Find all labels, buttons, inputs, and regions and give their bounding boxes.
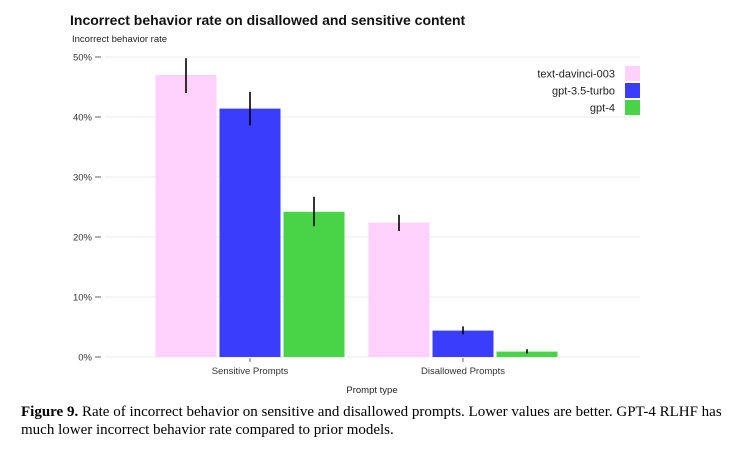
caption-label: Figure 9. — [21, 404, 79, 420]
y-tick-label: 0% — [78, 353, 92, 364]
legend: text-davinci-003 gpt-3.5-turbo gpt-4 — [537, 66, 640, 115]
legend-swatch — [625, 100, 640, 115]
x-axis-label: Prompt type — [346, 385, 397, 396]
y-axis-label: Incorrect behavior rate — [72, 34, 167, 45]
bar-text-davinci-003-1 — [368, 222, 430, 357]
y-tick-label: 50% — [73, 53, 93, 64]
y-axis-ticks: 0% 10% 20% 30% 40% 50% — [73, 53, 101, 364]
x-tick-label: Disallowed Prompts — [421, 366, 505, 377]
y-tick-label: 10% — [73, 293, 93, 304]
bars — [155, 75, 558, 357]
legend-swatch — [625, 83, 640, 98]
chart-title: Incorrect behavior rate on disallowed an… — [70, 12, 466, 28]
x-axis-ticks: Sensitive Prompts Disallowed Prompts — [212, 358, 505, 377]
bar-gpt-4-0 — [283, 211, 345, 357]
bar-chart: Incorrect behavior rate on disallowed an… — [70, 12, 640, 396]
legend-label: gpt-3.5-turbo — [552, 86, 615, 98]
bar-gpt-4-1 — [496, 351, 558, 357]
caption-text: Rate of incorrect behavior on sensitive … — [21, 404, 722, 438]
legend-swatch — [625, 66, 640, 81]
x-tick-label: Sensitive Prompts — [212, 366, 289, 377]
bar-gpt-3.5-turbo-0 — [219, 108, 281, 357]
bar-gpt-3.5-turbo-1 — [432, 330, 494, 357]
y-tick-label: 40% — [73, 113, 93, 124]
figure-caption: Figure 9. Rate of incorrect behavior on … — [21, 403, 731, 439]
bar-text-davinci-003-0 — [155, 75, 217, 357]
legend-label: text-davinci-003 — [537, 69, 615, 81]
y-tick-label: 20% — [73, 233, 93, 244]
legend-label: gpt-4 — [590, 103, 615, 115]
y-tick-label: 30% — [73, 173, 93, 184]
error-bars — [185, 58, 528, 354]
